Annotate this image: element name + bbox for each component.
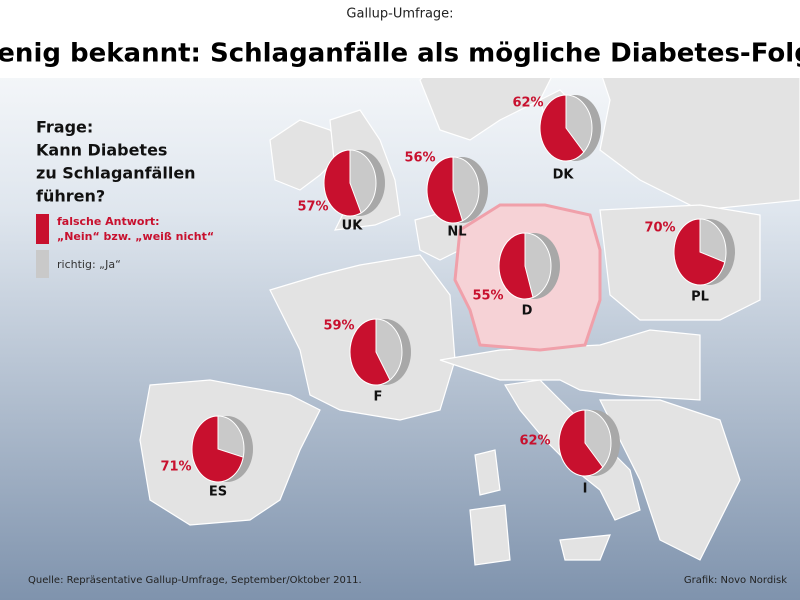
country-code: ES [209, 485, 227, 500]
country-pie: 55% D [472, 232, 560, 319]
legend-swatch [36, 250, 49, 278]
pie-wedge [673, 218, 726, 286]
value-label: 62% [519, 434, 550, 449]
pie-wedge [323, 149, 362, 217]
country-pie: 71% ES [160, 415, 253, 500]
value-label: 56% [404, 151, 435, 166]
question: Frage: Kann Diabetes zu Schlaganfällen führ… [36, 118, 196, 206]
value-label: 70% [644, 221, 675, 236]
legend-label: falsche Antwort: [57, 215, 160, 228]
pie-wedge [498, 232, 534, 300]
country-code: I [583, 482, 588, 497]
header-band [0, 0, 800, 78]
country-code: UK [342, 219, 364, 234]
kicker: Gallup-Umfrage: [346, 7, 453, 22]
source: Quelle: Repräsentative Gallup-Umfrage, S… [28, 575, 362, 586]
legend-swatch [36, 214, 49, 244]
value-label: 57% [297, 200, 328, 215]
value-label: 55% [472, 289, 503, 304]
legend-label: „Nein“ bzw. „weiß nicht“ [57, 230, 214, 243]
pie-wedge [191, 415, 244, 483]
country-code: PL [691, 290, 709, 305]
legend: falsche Antwort: „Nein“ bzw. „weiß nicht“… [36, 214, 214, 278]
value-label: 59% [323, 319, 354, 334]
pie-wedge [558, 409, 604, 477]
country-code: D [522, 304, 533, 319]
question-line: führen? [36, 187, 105, 206]
country-pie: 57% UK [297, 149, 385, 234]
question-line: Kann Diabetes [36, 141, 167, 160]
legend-label: richtig: „Ja“ [57, 258, 121, 271]
pie-wedge [426, 156, 464, 224]
country-pie: 70% PL [644, 218, 735, 305]
value-label: 62% [512, 96, 543, 111]
pie-wedge [349, 318, 391, 386]
country-pie: 59% F [323, 318, 411, 405]
country-code: DK [553, 168, 575, 183]
credit: Grafik: Novo Nordisk [684, 575, 787, 586]
question-line: zu Schlaganfällen [36, 164, 196, 183]
country-code: NL [447, 225, 466, 240]
country-pie: 62% I [519, 409, 620, 497]
question-line: Frage: [36, 118, 93, 137]
pie-wedge [539, 94, 585, 162]
pies: 62% DK 57% UK 56% NL 55% D 70% PL 59% F 71% ES 62% I [160, 94, 735, 500]
value-label: 71% [160, 460, 191, 475]
country-code: F [374, 390, 383, 405]
country-pie: 56% NL [404, 151, 488, 240]
country-pie: 62% DK [512, 94, 601, 183]
title: Wenig bekannt: Schlaganfälle als möglich… [0, 39, 800, 69]
